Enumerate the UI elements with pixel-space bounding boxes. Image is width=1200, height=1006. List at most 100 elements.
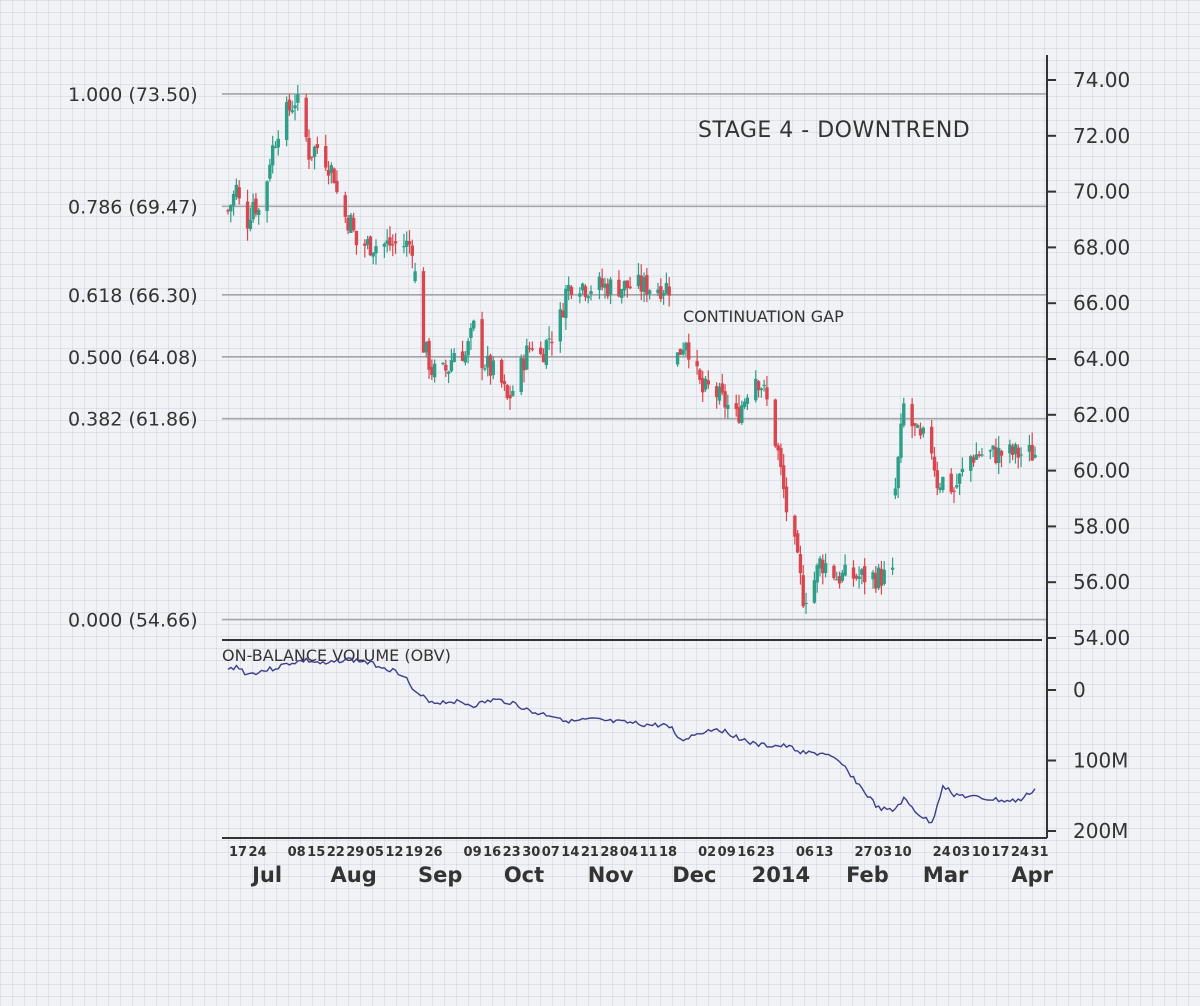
candle-body-76 [522, 358, 526, 371]
x-day-label-19: 11 [639, 845, 657, 860]
candle-body-70 [499, 359, 504, 383]
x-day-label-21: 02 [698, 845, 716, 860]
candle-body-170 [890, 567, 895, 570]
candle-body-98 [606, 283, 610, 297]
x-month-label-6: 2014 [752, 863, 810, 887]
candle-body-9 [257, 209, 261, 216]
x-month-label-2: Sep [418, 863, 462, 887]
candle-body-106 [639, 275, 643, 292]
candle-body-12 [270, 145, 275, 166]
x-month-ticks: Jul Aug Sep Oct Nov Dec 2014 Feb Mar Apr [250, 863, 1054, 887]
candle-body-66 [483, 368, 487, 370]
candle-body-185 [949, 473, 953, 493]
x-day-label-0: 17 [229, 845, 247, 860]
x-day-label-2: 08 [288, 845, 306, 860]
candle-body-26 [326, 169, 331, 176]
candle-body-56 [444, 364, 448, 371]
x-day-label-25: 06 [796, 845, 814, 860]
continuation-gap-annotation: CONTINUATION GAP [683, 307, 844, 326]
candle-body-146 [795, 533, 800, 553]
candle-body-162 [857, 576, 861, 579]
candle-body-19 [296, 94, 300, 103]
candle-body-153 [821, 559, 825, 574]
candle-body-62 [466, 341, 470, 356]
candle-body-42 [388, 237, 392, 246]
x-month-label-1: Aug [331, 863, 377, 887]
fib-label-1: 0.786 (69.47) [68, 196, 198, 218]
x-day-label-8: 19 [405, 845, 423, 860]
candle-body-94 [589, 291, 593, 294]
candle-body-82 [544, 340, 549, 366]
candle-body-96 [600, 278, 604, 288]
candle-body-99 [608, 279, 613, 295]
candle-body-121 [698, 369, 702, 380]
obv-line [227, 657, 1036, 824]
candle-body-114 [667, 286, 671, 296]
candle-body-18 [293, 105, 297, 109]
candle-body-104 [628, 286, 632, 289]
candle-body-198 [996, 447, 1001, 464]
candle-body-31 [346, 217, 350, 231]
candle-body-40 [382, 243, 387, 247]
candle-body-178 [918, 428, 923, 436]
candle-body-116 [678, 348, 683, 355]
candle-body-45 [402, 246, 406, 248]
candle-body-68 [488, 355, 493, 376]
obv-panel-title: ON-BALANCE VOLUME (OBV) [222, 646, 451, 665]
candle-body-51 [424, 341, 428, 353]
candle-body-25 [324, 146, 328, 168]
x-day-label-33: 17 [991, 845, 1009, 860]
candle-body-6 [248, 219, 253, 229]
candle-body-165 [871, 572, 875, 580]
candle-body-118 [684, 342, 688, 351]
candle-body-20 [304, 97, 308, 138]
candle-body-78 [527, 347, 532, 350]
candle-body-67 [485, 355, 490, 368]
candle-body-59 [452, 353, 456, 363]
candle-body-89 [569, 286, 574, 295]
x-day-label-27: 27 [854, 845, 872, 860]
candle-body-15 [284, 102, 289, 141]
candle-body-88 [566, 284, 571, 292]
x-day-label-22: 09 [718, 845, 736, 860]
candle-body-92 [583, 286, 588, 297]
candlestick-series [226, 85, 1037, 614]
candle-body-150 [812, 580, 817, 603]
obv-axis: 0 100M 200M [1047, 678, 1128, 843]
x-day-label-13: 30 [522, 845, 540, 860]
x-day-label-24: 23 [757, 845, 775, 860]
candle-body-44 [393, 241, 398, 244]
x-day-label-28: 03 [874, 845, 892, 860]
candle-body-149 [804, 602, 808, 605]
candle-body-41 [385, 240, 389, 244]
obv-tick-label-2: 200M [1073, 819, 1128, 843]
candle-body-11 [268, 164, 272, 179]
candle-body-131 [737, 407, 741, 423]
candle-body-72 [505, 385, 509, 399]
candle-body-187 [955, 485, 959, 488]
candle-body-54 [432, 363, 437, 378]
candle-body-36 [365, 239, 370, 245]
price-tick-label-5: 64.00 [1073, 347, 1130, 371]
candle-body-195 [988, 450, 993, 452]
candle-body-133 [742, 401, 747, 408]
price-axis: 74.00 72.00 70.00 68.00 66.00 64.00 62.00 60.00… [1047, 68, 1130, 650]
candle-body-152 [818, 558, 822, 569]
candle-body-207 [1033, 454, 1037, 458]
candle-body-197 [994, 447, 998, 463]
candle-body-29 [335, 180, 339, 193]
candle-body-163 [860, 569, 864, 576]
x-day-ticks: 17 24 08 15 22 29 05 12 19 26 09 16 23 30 07 14 21 28 04 11… [229, 845, 1049, 860]
x-day-label-26: 13 [815, 845, 833, 860]
candle-body-90 [578, 293, 582, 297]
fib-label-5: 0.000 (54.66) [68, 610, 198, 632]
candle-body-77 [525, 345, 529, 370]
candle-body-73 [508, 395, 512, 399]
candle-body-141 [776, 445, 780, 451]
x-day-label-5: 29 [346, 845, 364, 860]
candle-body-85 [558, 309, 562, 342]
x-day-label-20: 18 [659, 845, 677, 860]
candle-body-23 [312, 146, 317, 157]
candle-body-108 [645, 275, 649, 295]
candle-body-5 [245, 201, 250, 229]
